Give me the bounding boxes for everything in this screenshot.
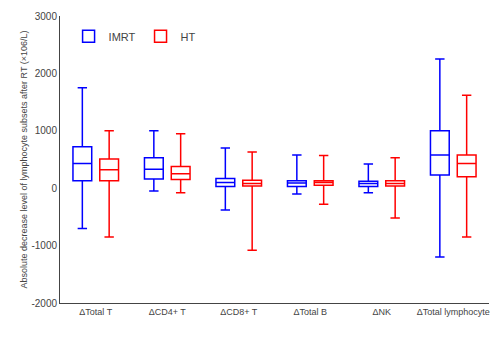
svg-text:ΔTotal T: ΔTotal T — [79, 307, 112, 317]
svg-text:-2000: -2000 — [31, 298, 57, 309]
svg-text:ΔCD4+ T: ΔCD4+ T — [149, 307, 187, 317]
svg-text:ΔTotal B: ΔTotal B — [293, 307, 327, 317]
svg-text:1000: 1000 — [35, 125, 58, 136]
svg-text:HT: HT — [181, 31, 196, 43]
svg-text:-1000: -1000 — [31, 240, 57, 251]
svg-text:ΔCD8+ T: ΔCD8+ T — [220, 307, 258, 317]
svg-text:ΔTotal lymphocyte: ΔTotal lymphocyte — [417, 307, 490, 317]
svg-text:IMRT: IMRT — [109, 31, 136, 43]
svg-text:0: 0 — [51, 183, 57, 194]
svg-text:Absolute decrease level of lym: Absolute decrease level of lymphocyte su… — [19, 30, 29, 288]
svg-text:ΔNK: ΔNK — [372, 307, 391, 317]
svg-text:3000: 3000 — [35, 11, 58, 22]
svg-text:2000: 2000 — [35, 68, 58, 79]
